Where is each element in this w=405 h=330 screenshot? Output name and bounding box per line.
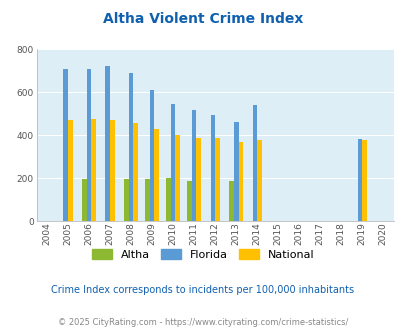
Bar	[187, 181, 192, 221]
Bar	[82, 179, 87, 221]
Bar	[128, 73, 133, 221]
Bar	[215, 138, 219, 221]
Bar	[154, 129, 159, 221]
Bar	[361, 140, 366, 221]
Bar	[149, 90, 154, 221]
Legend: Altha, Florida, National: Altha, Florida, National	[92, 249, 313, 260]
Bar	[171, 104, 175, 221]
Bar	[357, 139, 361, 221]
Bar	[63, 69, 68, 221]
Bar	[210, 115, 215, 221]
Bar	[105, 66, 110, 221]
Bar	[91, 119, 96, 221]
Bar	[238, 142, 243, 221]
Bar	[233, 122, 238, 221]
Bar	[196, 138, 200, 221]
Bar	[175, 135, 180, 221]
Text: Altha Violent Crime Index: Altha Violent Crime Index	[102, 12, 303, 25]
Bar	[68, 120, 72, 221]
Bar	[252, 105, 257, 221]
Bar	[192, 111, 196, 221]
Text: © 2025 CityRating.com - https://www.cityrating.com/crime-statistics/: © 2025 CityRating.com - https://www.city…	[58, 318, 347, 327]
Bar	[166, 178, 171, 221]
Bar	[110, 120, 115, 221]
Bar	[133, 123, 138, 221]
Bar	[87, 69, 91, 221]
Bar	[229, 181, 233, 221]
Bar	[145, 179, 149, 221]
Bar	[124, 179, 128, 221]
Text: Crime Index corresponds to incidents per 100,000 inhabitants: Crime Index corresponds to incidents per…	[51, 285, 354, 295]
Bar	[257, 141, 261, 221]
